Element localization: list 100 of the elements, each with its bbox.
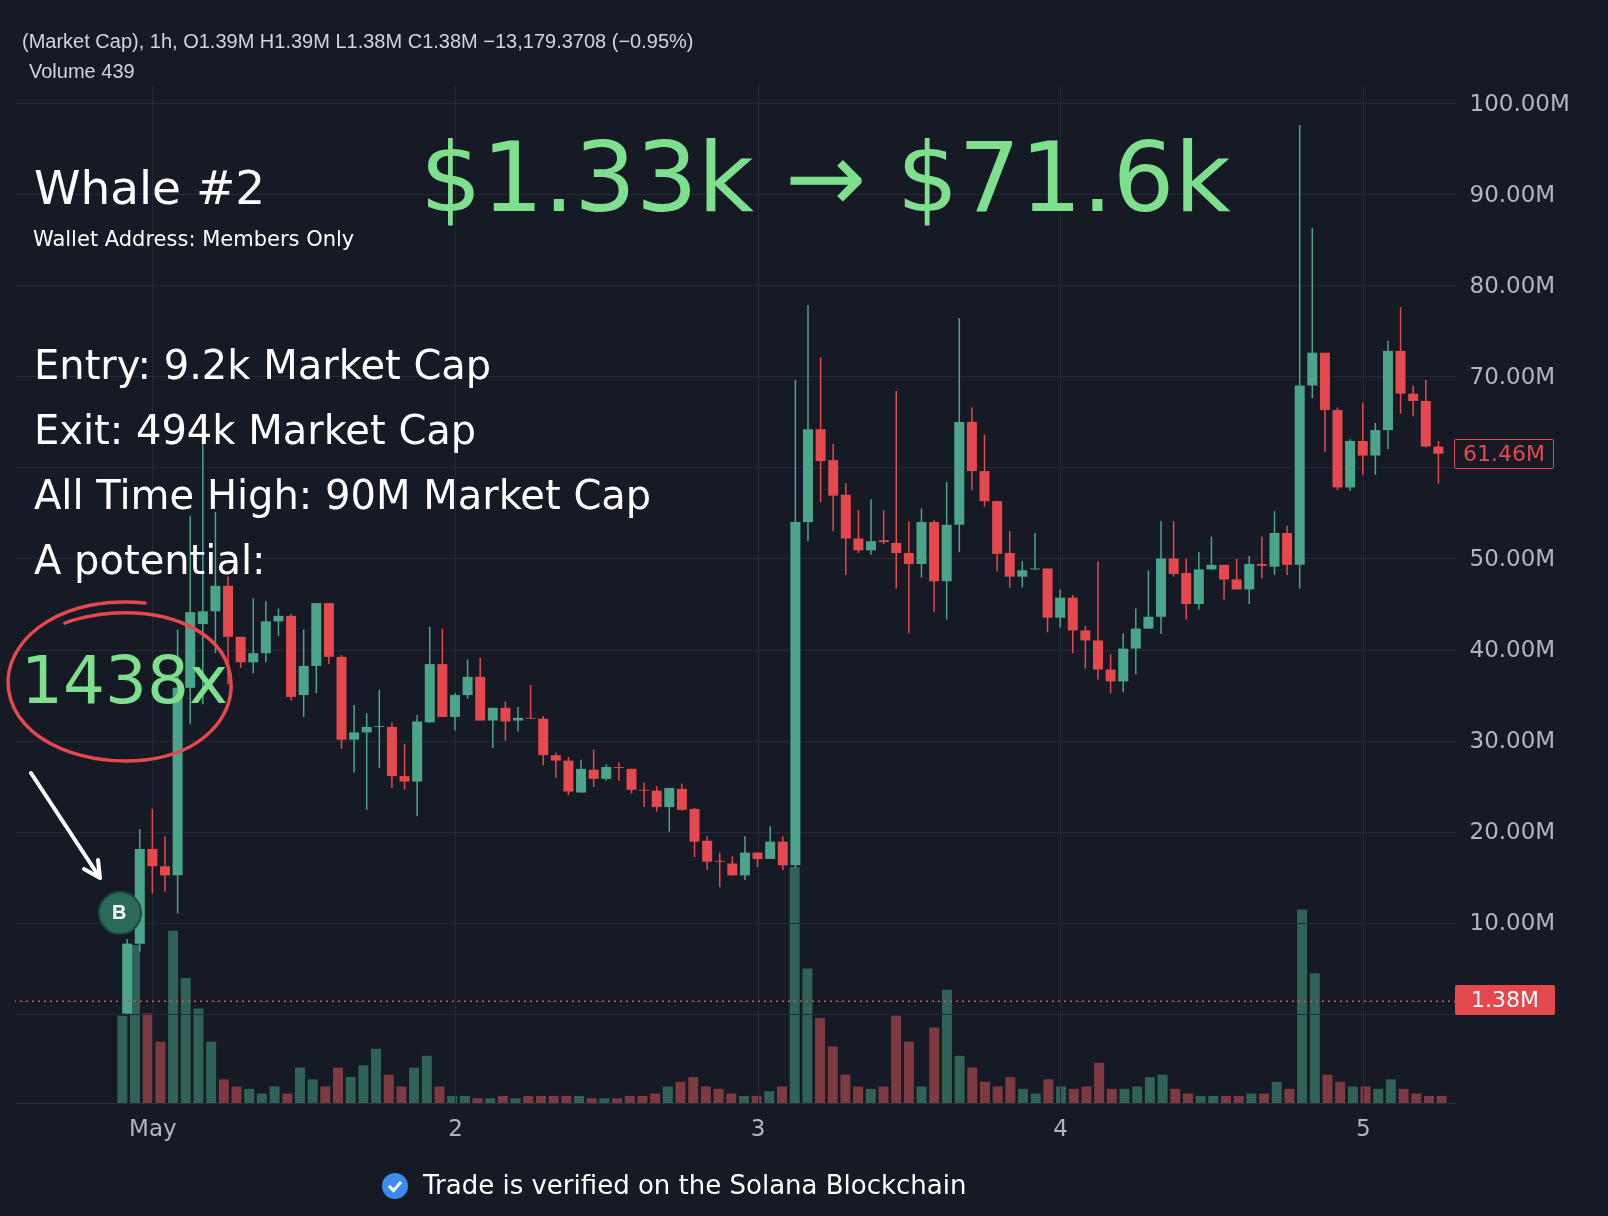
bar [1068, 1088, 1079, 1103]
candlestick [1408, 384, 1419, 418]
candlestick [765, 825, 776, 860]
candlestick [1055, 588, 1066, 629]
annotation: $1.33k → $71.6k [420, 121, 1231, 234]
bar [827, 1046, 838, 1103]
bar [231, 1086, 242, 1103]
bar [1309, 973, 1320, 1103]
bar [548, 1095, 559, 1103]
bar [764, 1091, 775, 1103]
candlestick [449, 692, 460, 732]
bar [903, 1041, 914, 1103]
x-tick-label: May [129, 1114, 177, 1141]
y-tick-label: 70.00M [1469, 362, 1556, 389]
candlestick [147, 808, 158, 895]
bar [1081, 1086, 1092, 1103]
bar [472, 1098, 483, 1103]
bar [599, 1098, 610, 1103]
candlestick [525, 684, 536, 720]
candlestick [853, 509, 864, 554]
bar [1195, 1095, 1206, 1103]
candlestick [1168, 520, 1179, 578]
bar [1094, 1062, 1105, 1103]
candlestick [1433, 440, 1444, 485]
bar [1360, 1086, 1371, 1103]
bar [1233, 1095, 1244, 1103]
bar [1119, 1088, 1130, 1103]
candlestick [613, 761, 624, 782]
bar [916, 1086, 927, 1103]
candlestick [891, 390, 902, 590]
bar [979, 1081, 990, 1103]
x-tick-label: 4 [1053, 1114, 1068, 1141]
bar [383, 1074, 394, 1103]
bar [586, 1098, 597, 1103]
bar [307, 1079, 318, 1103]
candlestick [903, 520, 914, 634]
bar [1335, 1081, 1346, 1103]
bar [738, 1095, 749, 1103]
candlestick [639, 781, 650, 808]
bar [574, 1095, 585, 1103]
y-tick-label: 100.00M [1469, 89, 1570, 116]
candlestick [1219, 564, 1230, 601]
annotation: Exit: 494k Market Cap [34, 407, 477, 453]
bar [624, 1095, 635, 1103]
bar [218, 1079, 229, 1103]
bar [320, 1086, 331, 1103]
candlestick [159, 835, 170, 893]
bar [294, 1067, 305, 1103]
candlestick [550, 751, 561, 779]
y-tick-label: 50.00M [1469, 544, 1556, 571]
bar [1056, 1086, 1067, 1103]
y-tick-label: 10.00M [1469, 909, 1556, 936]
bar [865, 1088, 876, 1103]
candlestick [349, 704, 360, 774]
bar [155, 1041, 166, 1103]
bar [1157, 1074, 1168, 1103]
candlestick [714, 851, 725, 888]
text: Trade is verified on the Solana Blockchain [423, 1170, 967, 1200]
candlestick [1256, 535, 1267, 580]
candlestick [1017, 560, 1028, 589]
ref-line-label: 1.38M [1455, 985, 1555, 1016]
bar [193, 1008, 204, 1103]
bar [421, 1055, 432, 1103]
bar [612, 1098, 623, 1103]
bar [1208, 1095, 1219, 1103]
bar [662, 1086, 673, 1103]
text: (Market Cap), 1h, O1.39M H1.39M L1.38M C1.38M −13,179.3708 (−0.95%) [22, 30, 694, 52]
candlestick [273, 607, 284, 637]
bar [1284, 1088, 1295, 1103]
bar [941, 989, 952, 1103]
candlestick [626, 768, 637, 795]
bar [396, 1086, 407, 1103]
bar [1373, 1088, 1384, 1103]
bar [688, 1077, 699, 1103]
bar [853, 1086, 864, 1103]
bar [345, 1077, 356, 1103]
bar [168, 930, 179, 1103]
candlestick [500, 700, 511, 742]
x-tick-label: 3 [750, 1114, 766, 1141]
bar [459, 1095, 470, 1103]
bar [256, 1093, 267, 1103]
candlestick [248, 597, 259, 674]
bar [1043, 1079, 1054, 1103]
text: 61.46M [1454, 439, 1554, 470]
bar [1423, 1095, 1434, 1103]
bar [1385, 1079, 1396, 1103]
bar [1259, 1093, 1270, 1103]
candlestick [462, 658, 473, 700]
bar [1144, 1077, 1155, 1103]
bar [409, 1067, 420, 1103]
candlestick [374, 688, 385, 769]
annotation: Entry: 9.2k Market Cap [34, 342, 492, 388]
bar [523, 1095, 534, 1103]
bar [1411, 1093, 1422, 1103]
candlestick [777, 835, 788, 871]
candlestick [878, 509, 889, 545]
bar [282, 1093, 293, 1103]
bar [802, 968, 813, 1103]
bar [637, 1095, 648, 1103]
candlestick [702, 835, 713, 871]
